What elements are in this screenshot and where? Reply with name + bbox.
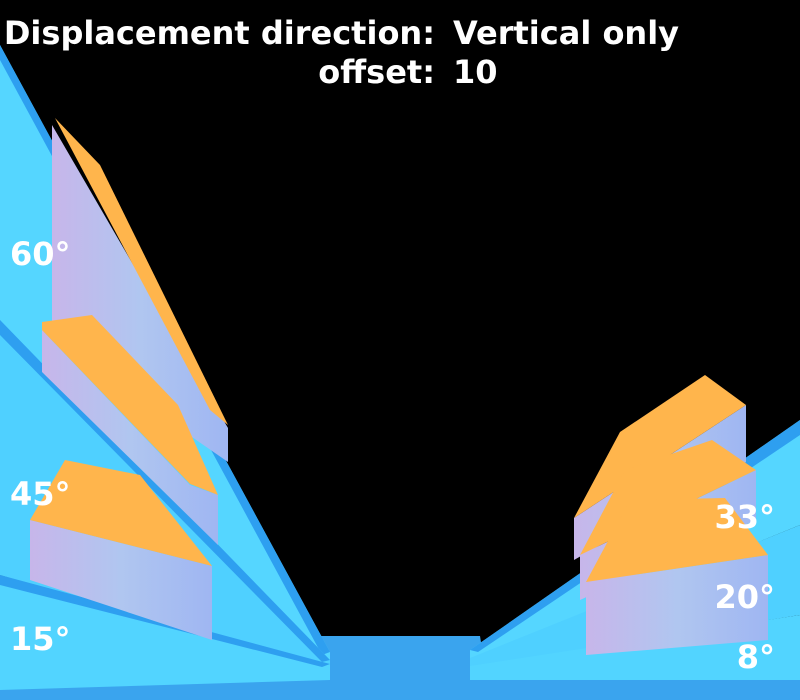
angle-label: 60° [10,235,71,273]
block-top [30,460,212,566]
block-side [42,330,218,545]
direction-label: Displacement direction: [4,14,435,52]
block-top [42,315,218,495]
block-side [52,125,228,462]
angle-label: 8° [737,638,775,676]
angle-label: 15° [10,620,71,658]
block-side [586,555,768,655]
angle-label: 45° [10,475,71,513]
block-side [30,520,212,640]
block-top [55,118,228,425]
offset-label: offset: [318,53,435,91]
offset-value: 10 [453,53,498,91]
direction-value: Vertical only [453,14,679,52]
angle-label: 33° [714,498,775,536]
block-top [574,375,746,518]
angle-label: 20° [714,578,775,616]
block-top [586,498,768,582]
